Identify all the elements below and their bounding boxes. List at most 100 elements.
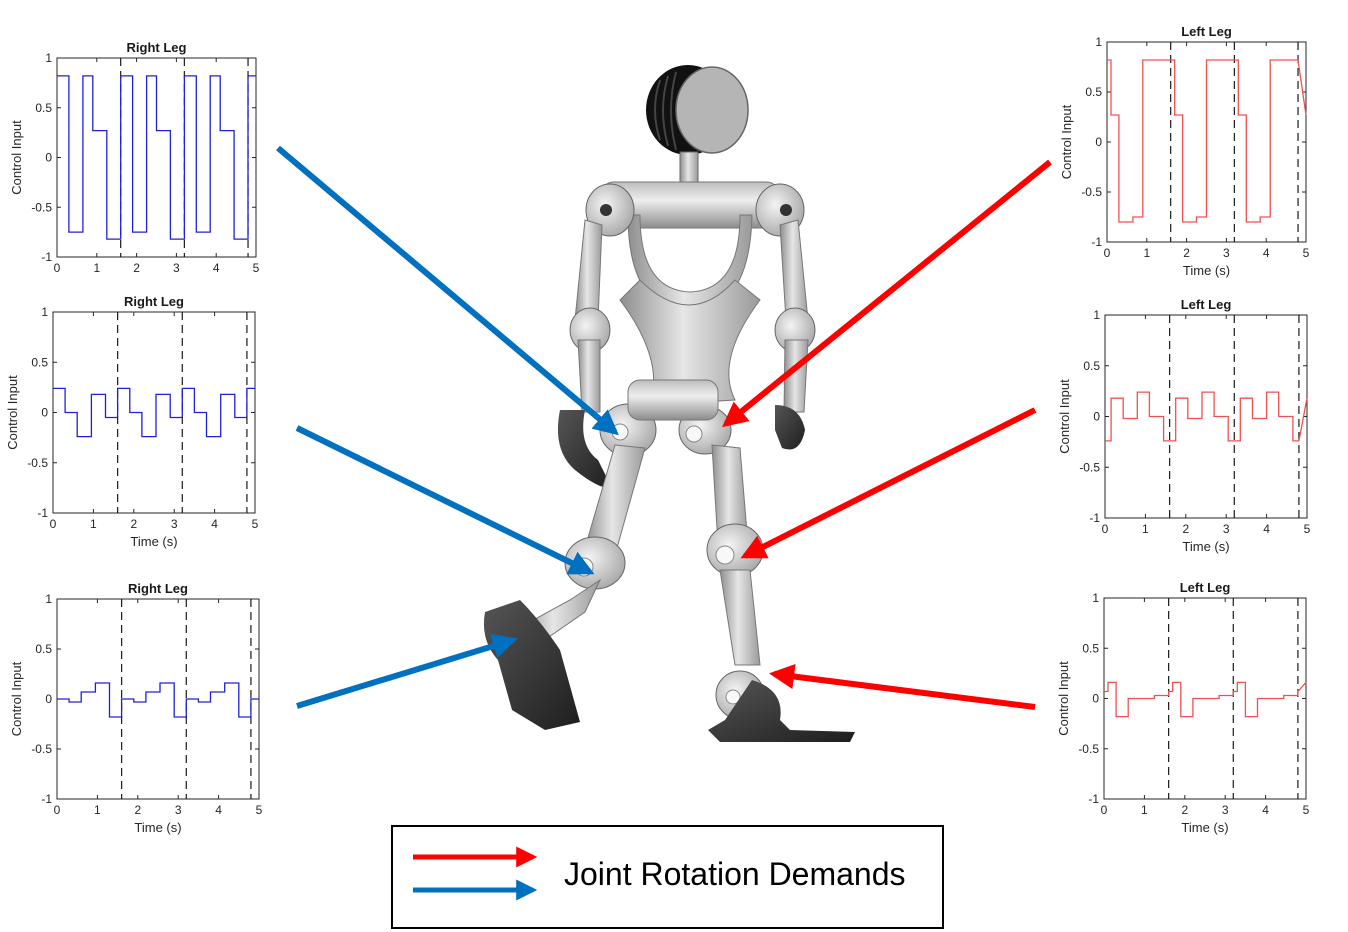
x-tick-label: 3 [1223, 522, 1230, 536]
x-tick-label: 0 [1104, 246, 1111, 260]
x-tick-label: 2 [133, 261, 140, 275]
y-axis-label: Control Input [5, 375, 20, 450]
control-input-series [1104, 681, 1307, 718]
plot-axes-box [52, 311, 256, 514]
blue-arrow-right-hip [276, 145, 619, 436]
y-tick-label: -0.5 [1079, 460, 1100, 474]
control-input-series [57, 682, 259, 718]
control-input-series [1107, 59, 1307, 223]
legend-arrows [413, 846, 538, 901]
y-tick-label: -1 [1091, 235, 1102, 249]
x-tick-label: 5 [253, 261, 260, 275]
y-tick-label: 0 [1095, 135, 1102, 149]
plot-2: Right Leg 0 1 2 3 4 5 -1 -0.5 0 0.5 1 Control Input T… [5, 294, 259, 549]
y-tick-label: -1 [37, 506, 48, 520]
y-tick-label: 0.5 [1082, 641, 1099, 655]
control-input-series [53, 387, 255, 438]
plot-axes-box [56, 598, 260, 800]
y-tick-label: -0.5 [31, 742, 52, 756]
x-tick-label: 0 [1102, 522, 1109, 536]
x-tick-label: 1 [1142, 522, 1149, 536]
y-tick-label: 0 [1093, 410, 1100, 424]
x-axis-label: Time (s) [1182, 539, 1229, 554]
x-tick-label: 2 [130, 517, 137, 531]
x-tick-label: 4 [213, 261, 220, 275]
x-tick-label: 1 [93, 261, 100, 275]
x-tick-label: 5 [1304, 522, 1311, 536]
y-tick-label: 1 [45, 51, 52, 65]
x-tick-label: 3 [171, 517, 178, 531]
y-tick-label: -0.5 [27, 456, 48, 470]
y-tick-label: -0.5 [1081, 185, 1102, 199]
y-tick-label: 0.5 [35, 642, 52, 656]
plot-title: Left Leg [1181, 24, 1232, 39]
y-tick-label: 0 [45, 151, 52, 165]
x-tick-label: 2 [1181, 803, 1188, 817]
x-tick-label: 4 [215, 803, 222, 817]
x-tick-label: 4 [211, 517, 218, 531]
y-tick-label: 0.5 [31, 355, 48, 369]
y-tick-label: -1 [1088, 792, 1099, 806]
x-tick-label: 5 [1303, 803, 1310, 817]
x-axis-label: Time (s) [134, 820, 181, 835]
plot-6: Left Leg 0 1 2 3 4 5 -1 -0.5 0 0.5 1 Control Input Ti… [1056, 580, 1310, 835]
plot-axes-box [1104, 314, 1308, 519]
y-tick-label: 1 [1093, 308, 1100, 322]
y-axis-label: Control Input [1059, 104, 1074, 179]
x-tick-label: 1 [94, 803, 101, 817]
y-tick-label: -0.5 [1078, 742, 1099, 756]
x-axis-label: Time (s) [1181, 820, 1228, 835]
biped-robot-illustration [483, 65, 855, 742]
x-tick-label: 2 [134, 803, 141, 817]
robot-head [646, 65, 749, 183]
x-axis-label: Time (s) [1183, 263, 1230, 278]
x-tick-label: 2 [1183, 246, 1190, 260]
x-tick-label: 4 [1263, 522, 1270, 536]
x-tick-label: 0 [50, 517, 57, 531]
x-tick-label: 5 [1303, 246, 1310, 260]
x-tick-label: 0 [1101, 803, 1108, 817]
legend: Joint Rotation Demands [391, 825, 944, 929]
control-input-plots: Right Leg 0 1 2 3 4 5 -1 -0.5 0 0.5 1 Control Input R… [5, 24, 1311, 835]
plot-title: Right Leg [128, 581, 188, 596]
x-tick-label: 1 [1141, 803, 1148, 817]
x-tick-label: 5 [252, 517, 259, 531]
y-tick-label: -1 [41, 250, 52, 264]
x-tick-label: 3 [175, 803, 182, 817]
y-tick-label: 0 [45, 692, 52, 706]
y-tick-label: 1 [41, 305, 48, 319]
plot-3: Right Leg 0 1 2 3 4 5 -1 -0.5 0 0.5 1 Control Input T… [9, 581, 263, 835]
y-tick-label: 0 [41, 406, 48, 420]
y-axis-label: Control Input [1056, 661, 1071, 736]
x-tick-label: 4 [1262, 803, 1269, 817]
x-axis-label: Time (s) [130, 534, 177, 549]
joint-arrows [276, 145, 1052, 710]
plot-title: Right Leg [127, 40, 187, 55]
x-tick-label: 3 [1222, 803, 1229, 817]
x-tick-label: 5 [256, 803, 263, 817]
y-tick-label: 0.5 [1083, 359, 1100, 373]
x-tick-label: 2 [1182, 522, 1189, 536]
y-axis-label: Control Input [9, 661, 24, 736]
x-tick-label: 1 [1143, 246, 1150, 260]
plot-5: Left Leg 0 1 2 3 4 5 -1 -0.5 0 0.5 1 Control Input Ti… [1057, 297, 1311, 554]
y-tick-label: 1 [1095, 35, 1102, 49]
plot-4: Left Leg 0 1 2 3 4 5 -1 -0.5 0 0.5 1 Control Input Ti… [1059, 24, 1310, 278]
y-tick-label: -1 [1089, 511, 1100, 525]
y-tick-label: -1 [41, 792, 52, 806]
control-input-series [1105, 391, 1308, 442]
y-tick-label: 0.5 [1085, 85, 1102, 99]
plot-title: Left Leg [1180, 580, 1231, 595]
x-tick-label: 0 [54, 803, 61, 817]
blue-arrow-right-knee [295, 425, 595, 575]
red-arrow-left-knee [740, 407, 1037, 559]
x-tick-label: 0 [54, 261, 61, 275]
y-tick-label: -0.5 [31, 200, 52, 214]
plot-title: Left Leg [1181, 297, 1232, 312]
y-tick-label: 0.5 [35, 101, 52, 115]
control-input-series [57, 75, 256, 240]
red-arrow-left-ankle [768, 664, 1036, 710]
y-tick-label: 0 [1092, 692, 1099, 706]
x-tick-label: 4 [1263, 246, 1270, 260]
